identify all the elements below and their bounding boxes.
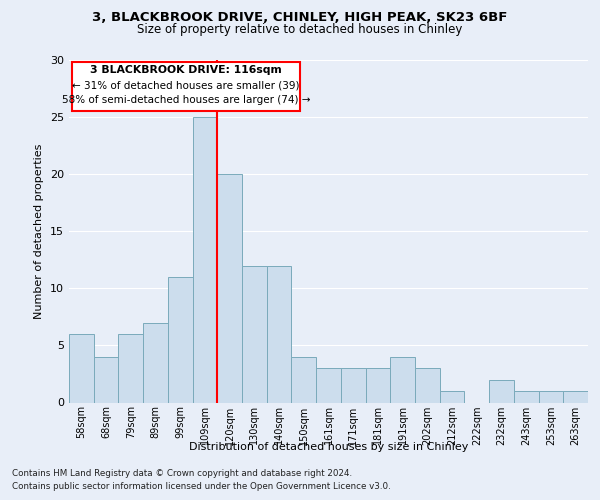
- Bar: [217, 174, 242, 402]
- Bar: [489, 380, 514, 402]
- Text: Size of property relative to detached houses in Chinley: Size of property relative to detached ho…: [137, 22, 463, 36]
- Bar: [242, 266, 267, 402]
- Bar: [415, 368, 440, 402]
- Bar: [514, 391, 539, 402]
- Bar: [341, 368, 365, 402]
- Bar: [440, 391, 464, 402]
- Y-axis label: Number of detached properties: Number of detached properties: [34, 144, 44, 319]
- Bar: [292, 357, 316, 403]
- Bar: [267, 266, 292, 402]
- Bar: [563, 391, 588, 402]
- Bar: [539, 391, 563, 402]
- Bar: [390, 357, 415, 403]
- Bar: [69, 334, 94, 402]
- Text: Contains public sector information licensed under the Open Government Licence v3: Contains public sector information licen…: [12, 482, 391, 491]
- Text: Distribution of detached houses by size in Chinley: Distribution of detached houses by size …: [189, 442, 469, 452]
- Text: 3, BLACKBROOK DRIVE, CHINLEY, HIGH PEAK, SK23 6BF: 3, BLACKBROOK DRIVE, CHINLEY, HIGH PEAK,…: [92, 11, 508, 24]
- Text: Contains HM Land Registry data © Crown copyright and database right 2024.: Contains HM Land Registry data © Crown c…: [12, 469, 352, 478]
- Text: 58% of semi-detached houses are larger (74) →: 58% of semi-detached houses are larger (…: [62, 96, 310, 106]
- Bar: [316, 368, 341, 402]
- Bar: [193, 117, 217, 403]
- FancyBboxPatch shape: [71, 62, 300, 112]
- Bar: [143, 322, 168, 402]
- Text: 3 BLACKBROOK DRIVE: 116sqm: 3 BLACKBROOK DRIVE: 116sqm: [90, 65, 281, 75]
- Bar: [365, 368, 390, 402]
- Bar: [168, 277, 193, 402]
- Bar: [118, 334, 143, 402]
- Bar: [94, 357, 118, 403]
- Text: ← 31% of detached houses are smaller (39): ← 31% of detached houses are smaller (39…: [72, 80, 299, 90]
